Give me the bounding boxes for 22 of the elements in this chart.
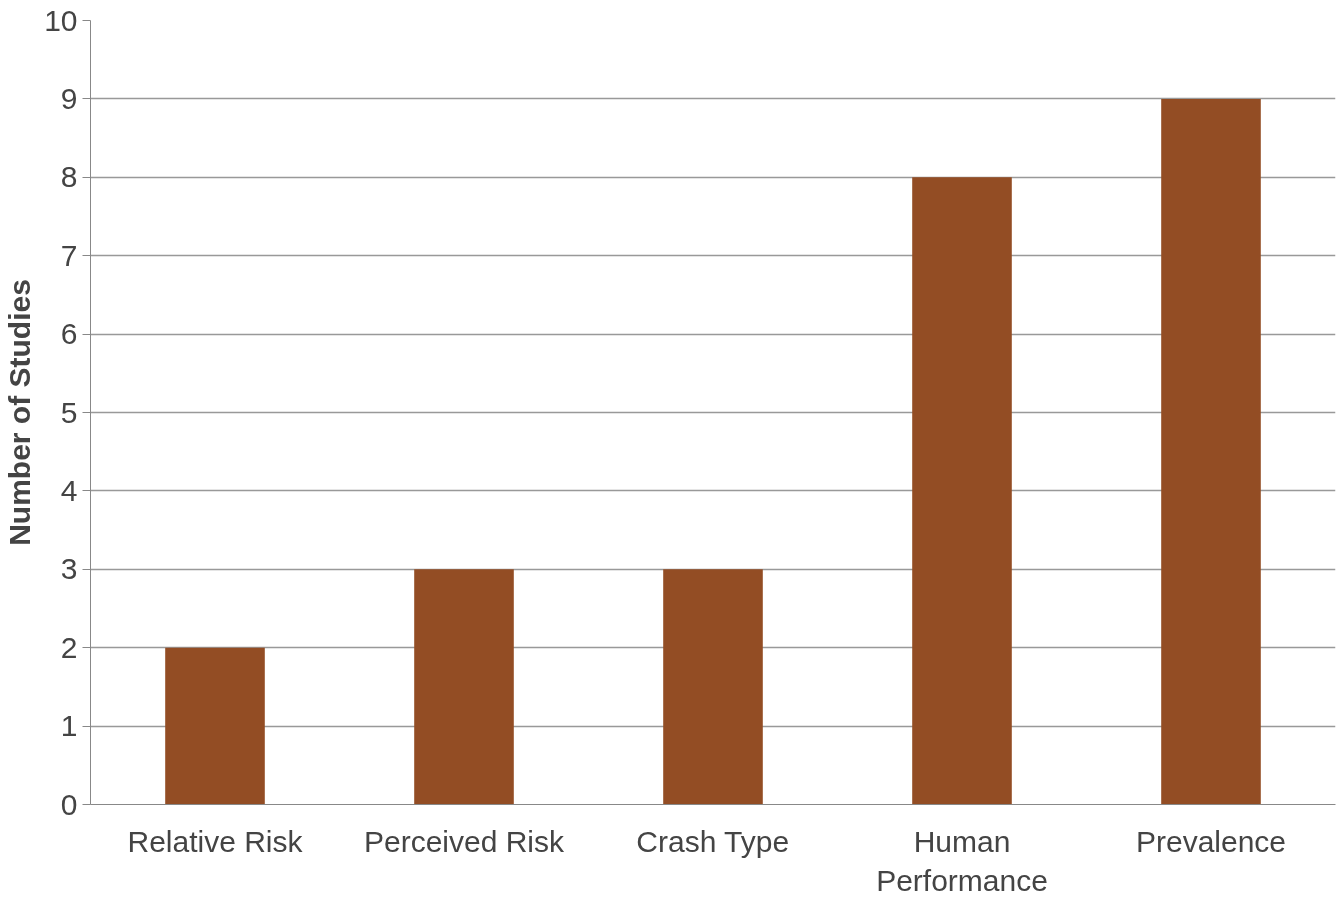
bar: [663, 569, 763, 805]
y-tick-label: 9: [60, 81, 78, 115]
y-tick-label: 8: [60, 160, 78, 194]
x-tick-label: Prevalence: [1135, 824, 1287, 858]
y-tick-label: 4: [60, 473, 78, 507]
bar: [912, 177, 1012, 805]
y-axis-title: Number of Studies: [3, 279, 37, 546]
y-tick-label: 5: [60, 395, 78, 429]
y-tick-label: 7: [60, 238, 78, 272]
bar: [165, 647, 265, 805]
y-tick-label: 6: [60, 317, 78, 351]
bar: [414, 569, 514, 805]
x-tick-label: Crash Type: [636, 824, 790, 858]
y-tick-label: 2: [60, 630, 78, 664]
y-tick-label: 1: [60, 709, 78, 743]
x-tick-label: Human Performance: [876, 824, 1048, 898]
x-tick-label: Relative Risk: [127, 824, 304, 858]
bar: [1161, 98, 1261, 805]
y-tick-label: 3: [60, 552, 78, 586]
y-tick-label: 0: [60, 787, 78, 821]
y-tick-label: 10: [44, 3, 78, 37]
x-tick-label: Perceived Risk: [363, 824, 566, 858]
